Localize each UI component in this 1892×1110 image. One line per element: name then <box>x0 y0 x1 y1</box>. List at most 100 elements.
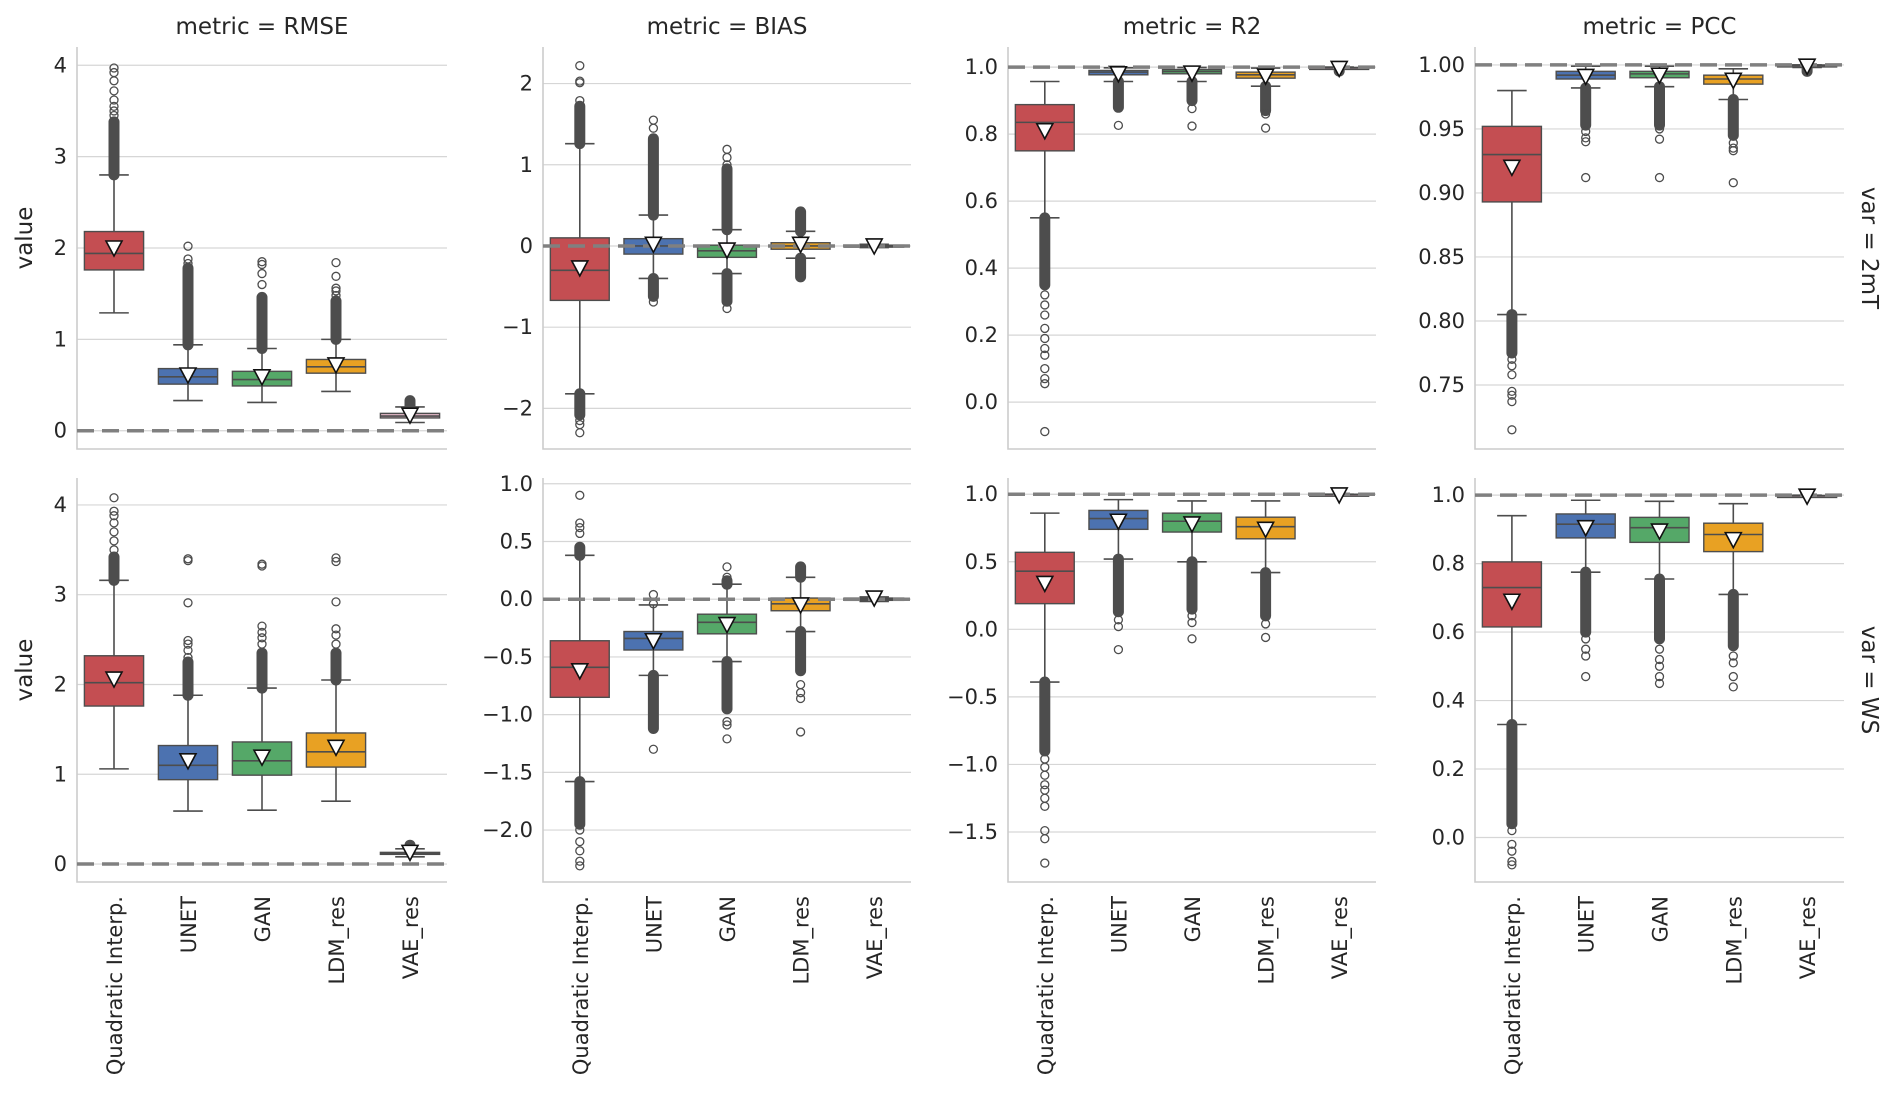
outlier-point <box>183 258 193 269</box>
row-facet-label: var = WS <box>1856 626 1882 734</box>
outlier-point <box>1040 350 1050 360</box>
outlier-point <box>331 630 341 640</box>
y-axis-label: value <box>12 207 38 270</box>
outlier-point <box>722 160 732 170</box>
outlier-point <box>257 279 267 290</box>
y-tick-label: −1.0 <box>482 703 533 727</box>
outlier-point <box>1728 651 1738 661</box>
x-tick-label: UNET <box>177 896 201 953</box>
outlier-point <box>1654 124 1665 134</box>
outlier-point <box>575 518 585 528</box>
x-tick-label: VAE_res <box>399 896 424 979</box>
outlier-point <box>1581 172 1591 183</box>
outlier-point <box>1507 354 1517 365</box>
box-ldm-res <box>305 553 367 803</box>
y-tick-label: −1.5 <box>482 760 533 784</box>
outlier-point <box>1260 619 1271 629</box>
outlier-point <box>109 493 119 503</box>
y-tick-label: 0.0 <box>965 390 998 414</box>
outlier-point <box>109 545 119 555</box>
outlier-point <box>1581 671 1591 682</box>
panel-2mt-pcc: 0.75 0.80 0.85 0.90 0.95 1.00 metric = PCC var … <box>1418 14 1882 450</box>
mean-marker <box>400 407 420 425</box>
y-tick-label: 1.0 <box>965 482 998 506</box>
mean-marker <box>644 236 663 255</box>
panel-ws-rmse: 0 1 2 3 4 value Quadratic Interp. UNET GAN LDM_re… <box>12 478 447 1075</box>
outlier-point <box>1187 103 1197 114</box>
outlier-point <box>1260 109 1271 119</box>
y-tick-label: 0.8 <box>1432 552 1465 576</box>
box-quadratic-interp- <box>83 63 145 314</box>
outlier-point <box>1728 682 1738 692</box>
outlier-point <box>183 635 193 646</box>
mean-marker <box>252 749 272 767</box>
x-tick-label: LDM_res <box>1255 896 1280 985</box>
mean-marker <box>1650 67 1669 85</box>
axis-spine <box>1007 478 1376 883</box>
panel-ws-pcc: 0.0 0.2 0.4 0.6 0.8 1.0 var = WS Quadratic Inte… <box>1432 478 1882 1075</box>
outlier-point <box>257 639 267 649</box>
y-tick-label: −1.5 <box>947 820 998 844</box>
outlier-point <box>575 856 585 866</box>
mean-marker <box>1256 521 1275 540</box>
y-tick-label: 0.90 <box>1418 181 1465 205</box>
outlier-point <box>1040 785 1050 795</box>
y-tick-label: 0.95 <box>1418 117 1465 141</box>
row-facet-label: var = 2mT <box>1856 187 1882 310</box>
outlier-point <box>1040 310 1050 320</box>
axis-spine <box>76 47 447 450</box>
mean-marker <box>1723 531 1743 550</box>
outlier-point <box>1581 651 1591 661</box>
outlier-point <box>109 101 119 112</box>
outlier-point <box>1654 671 1665 682</box>
y-tick-label: 0.85 <box>1418 245 1465 269</box>
y-tick-label: −0.5 <box>482 645 533 669</box>
outlier-point <box>1040 834 1050 844</box>
outlier-point <box>795 727 806 737</box>
outlier-point <box>109 527 119 537</box>
outlier-point <box>1040 426 1050 437</box>
x-tick-label: Quadratic Interp. <box>103 896 127 1075</box>
y-tick-label: 1.00 <box>1418 53 1465 77</box>
mean-marker <box>1182 65 1202 83</box>
outlier-point <box>1040 300 1050 310</box>
outlier-point <box>109 76 119 86</box>
axis-spine <box>76 478 447 883</box>
panel-2mt-bias: −2 −1 0 1 2 metric = BIAS <box>502 14 911 450</box>
outlier-point <box>331 556 341 567</box>
mean-marker <box>1650 523 1669 541</box>
outlier-point <box>1654 172 1665 183</box>
outlier-point <box>575 846 585 856</box>
outlier-point <box>331 257 341 268</box>
outlier-point <box>109 67 119 78</box>
outlier-point <box>109 511 119 521</box>
outlier-point <box>331 271 341 281</box>
outlier-point <box>722 720 732 730</box>
outlier-point <box>1113 615 1124 625</box>
box-ldm-res <box>1703 502 1764 692</box>
outlier-point <box>331 639 341 649</box>
y-tick-label: 0 <box>54 852 67 876</box>
y-tick-label: 2 <box>520 72 533 96</box>
outlier-point <box>1654 134 1665 144</box>
outlier-point <box>183 254 193 264</box>
x-tick-label: GAN <box>251 896 275 942</box>
y-tick-label: 1.0 <box>965 55 998 79</box>
outlier-point <box>183 241 193 251</box>
mean-marker <box>1576 519 1596 538</box>
mean-marker <box>1797 58 1817 76</box>
y-tick-label: 1 <box>520 153 533 177</box>
y-tick-label: 1.0 <box>1432 483 1465 507</box>
outlier-point <box>722 734 732 744</box>
y-tick-label: 3 <box>54 145 67 169</box>
outlier-point <box>648 297 659 307</box>
outlier-point <box>183 639 193 649</box>
mean-marker <box>252 369 272 387</box>
outlier-point <box>575 861 585 871</box>
mean-marker <box>104 671 124 689</box>
mean-marker <box>1329 60 1349 79</box>
outlier-point <box>183 645 193 656</box>
outlier-point <box>1040 290 1050 300</box>
outlier-point <box>109 63 119 73</box>
box-quadratic-interp- <box>83 493 145 770</box>
